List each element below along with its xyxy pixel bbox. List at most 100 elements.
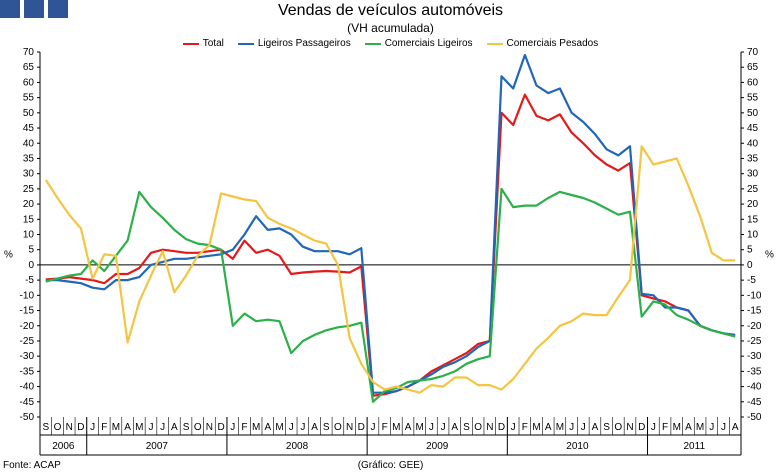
x-tick-label: A <box>685 422 692 433</box>
y-tick-label-left: -45 <box>20 397 35 408</box>
year-label: 2009 <box>426 441 449 452</box>
x-tick-label: J <box>230 422 235 433</box>
y-tick-label-right: -45 <box>747 397 762 408</box>
y-tick-label-left: 50 <box>23 108 35 119</box>
y-tick-label-left: 25 <box>23 184 35 195</box>
x-tick-label: M <box>392 422 400 433</box>
y-tick-label-right: 25 <box>747 184 759 195</box>
y-tick-label-right: 40 <box>747 138 759 149</box>
x-tick-label: A <box>732 422 739 433</box>
x-tick-label: J <box>300 422 305 433</box>
legend-label-comerciais-ligeiros: Comerciais Ligeiros <box>384 38 473 49</box>
x-tick-label: N <box>66 422 73 433</box>
x-tick-label: J <box>289 422 294 433</box>
x-tick-label: O <box>334 422 342 433</box>
corner-decoration <box>0 0 68 18</box>
y-tick-label-left: -5 <box>25 275 34 286</box>
chart-subtitle: (VH acumulada) <box>347 21 434 35</box>
x-tick-label: J <box>511 422 516 433</box>
x-tick-label: S <box>43 422 50 433</box>
legend-label-comerciais-pesados: Comerciais Pesados <box>506 38 599 49</box>
y-tick-label-right: 5 <box>747 245 753 256</box>
x-tick-label: J <box>709 422 714 433</box>
y-tick-label-left: -40 <box>20 382 35 393</box>
y-tick-label-right: 20 <box>747 199 759 210</box>
year-label: 2008 <box>286 441 309 452</box>
x-tick-label: D <box>358 422 365 433</box>
x-tick-label: D <box>638 422 645 433</box>
y-tick-label-right: 60 <box>747 77 759 88</box>
x-tick-label: O <box>614 422 622 433</box>
y-tick-label-right: 10 <box>747 230 759 241</box>
x-tick-label: J <box>581 422 586 433</box>
x-tick-label: O <box>54 422 62 433</box>
year-label: 2011 <box>684 441 706 452</box>
y-tick-label-right: -10 <box>747 290 762 301</box>
series-line-comerciais-pesados <box>44 145 736 394</box>
x-tick-label: M <box>556 422 564 433</box>
y-tick-label-left: 45 <box>23 123 35 134</box>
x-tick-label: M <box>416 422 424 433</box>
x-tick-label: D <box>498 422 505 433</box>
x-tick-label: J <box>429 422 434 433</box>
y-tick-label-right: 65 <box>747 62 759 73</box>
y-tick-label-left: 55 <box>23 93 35 104</box>
y-tick-label-right: 35 <box>747 153 759 164</box>
y-tick-label-right: 50 <box>747 108 759 119</box>
x-tick-label: F <box>382 422 388 433</box>
corner-block <box>24 0 44 18</box>
x-tick-label: J <box>569 422 574 433</box>
x-tick-label: A <box>545 422 552 433</box>
y-tick-label-right: -20 <box>747 321 762 332</box>
y-tick-label-right: 15 <box>747 214 759 225</box>
source-note: Fonte: ACAP <box>3 460 61 471</box>
y-axis-unit-left: % <box>4 250 13 261</box>
legend-item-comerciais-pesados: Comerciais Pesados <box>486 38 599 49</box>
x-tick-label: S <box>603 422 610 433</box>
x-tick-label: J <box>441 422 446 433</box>
x-tick-label: A <box>311 422 318 433</box>
year-label: 2007 <box>146 441 169 452</box>
x-tick-label: F <box>662 422 668 433</box>
x-tick-label: A <box>124 422 131 433</box>
x-tick-label: O <box>194 422 202 433</box>
legend-item-total: Total <box>182 38 224 49</box>
series-line-total <box>45 93 736 397</box>
y-tick-label-left: 10 <box>23 230 35 241</box>
legend-swatch-ligeiros-passageiros <box>237 42 254 45</box>
legend-item-ligeiros-passageiros: Ligeiros Passageiros <box>237 38 351 49</box>
x-tick-label: F <box>522 422 528 433</box>
y-tick-label-right: 70 <box>747 47 759 58</box>
legend-swatch-comerciais-pesados <box>486 42 503 45</box>
x-tick-label: A <box>592 422 599 433</box>
y-tick-label-left: 60 <box>23 77 35 88</box>
y-tick-label-left: 5 <box>28 245 34 256</box>
x-tick-label: S <box>183 422 190 433</box>
y-tick-label-left: 30 <box>23 169 35 180</box>
y-tick-label-left: -15 <box>20 306 35 317</box>
x-tick-label: J <box>160 422 165 433</box>
series-line-comerciais-ligeiros <box>45 187 736 403</box>
y-tick-label-right: -5 <box>747 275 756 286</box>
y-tick-label-right: 0 <box>747 260 753 271</box>
year-label: 2006 <box>52 441 75 452</box>
chart-title: Vendas de veículos automóveis <box>277 2 504 19</box>
x-tick-label: J <box>721 422 726 433</box>
x-tick-label: O <box>474 422 482 433</box>
legend-label-ligeiros-passageiros: Ligeiros Passageiros <box>257 38 351 49</box>
x-tick-label: N <box>486 422 493 433</box>
y-tick-label-right: -15 <box>747 306 762 317</box>
y-tick-label-left: 0 <box>28 260 34 271</box>
series-line-ligeiros-passageiros <box>45 53 736 394</box>
legend-item-comerciais-ligeiros: Comerciais Ligeiros <box>364 38 473 49</box>
x-tick-label: J <box>651 422 656 433</box>
y-tick-label-right: 55 <box>747 93 759 104</box>
x-tick-label: F <box>241 422 247 433</box>
x-tick-label: J <box>90 422 95 433</box>
corner-block <box>48 0 68 18</box>
y-tick-label-left: 40 <box>23 138 35 149</box>
y-tick-label-left: -35 <box>20 366 35 377</box>
y-tick-label-left: -20 <box>20 321 35 332</box>
x-tick-label: M <box>135 422 143 433</box>
